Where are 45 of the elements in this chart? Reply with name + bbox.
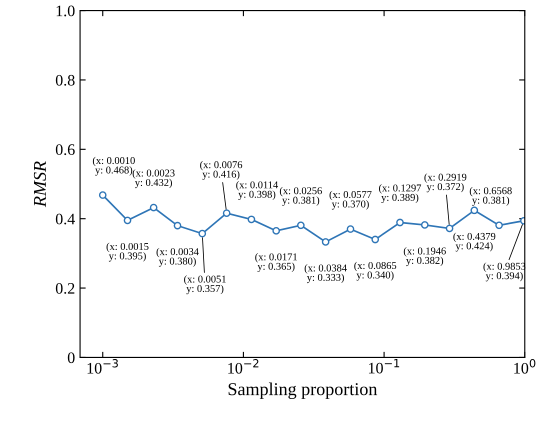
point [470,206,478,214]
annotation: (x: 0.6568 y: 0.381) [470,186,512,206]
annotation: (x: 0.0034 y: 0.380) [156,248,199,267]
x-tick-label: 10$^{−1}$ [368,359,400,374]
annotation: (x: 0.0865 y: 0.340) [354,262,396,281]
point [272,227,280,235]
point [248,216,256,224]
x-axis-title: Sampling proportion [228,382,378,399]
annotation: (x: 0.0171 y: 0.365) [255,253,297,272]
point [174,222,182,230]
point [198,230,206,238]
y-tick-label: 0.2 [56,282,74,294]
annotation: (x: 0.0114 y: 0.398) [236,181,278,200]
x-tick-label: 10$^{−2}$ [228,359,258,374]
point [420,221,429,229]
y-tick-label: 0.6 [56,144,75,156]
annotation: (x: 0.0015 y: 0.395) [106,242,149,262]
annotation: (x: 0.2919 y: 0.372) [424,173,466,192]
annotation: (x: 0.0384 y: 0.333) [304,264,347,284]
point [346,225,354,233]
annotation: (x: 0.0256 y: 0.381) [280,186,322,206]
point [150,204,158,212]
point [495,221,503,230]
y-tick-label: 0.8 [56,74,75,86]
point [297,221,305,230]
point [446,224,454,232]
point [98,191,107,199]
point [222,209,230,217]
point [322,238,330,246]
point [396,218,404,226]
annotation: (x: 0.0051 y: 0.357) [184,275,226,294]
point [371,236,380,244]
annotation: (x: 0.0577 y: 0.370) [330,190,372,210]
annotation: (x: 0.0076 y: 0.416) [200,160,242,180]
y-axis-title: RMSR [34,161,46,208]
point [124,216,132,224]
annotation: (x: 0.0023 y: 0.432) [132,169,175,188]
x-tick-label: 10$^{0}$ [514,359,536,374]
y-tick-label: 1.0 [56,5,75,16]
y-tick-label: 0.4 [56,214,75,224]
annotation: (x: 0.1946 y: 0.382) [404,247,446,266]
annotation: (x: 0.4379 y: 0.424) [453,232,496,252]
x-tick-label: 10$^{−3}$ [88,359,118,374]
y-tick-label: 0 [68,352,75,364]
annotation: (x: 0.1297 y: 0.389) [379,184,422,204]
